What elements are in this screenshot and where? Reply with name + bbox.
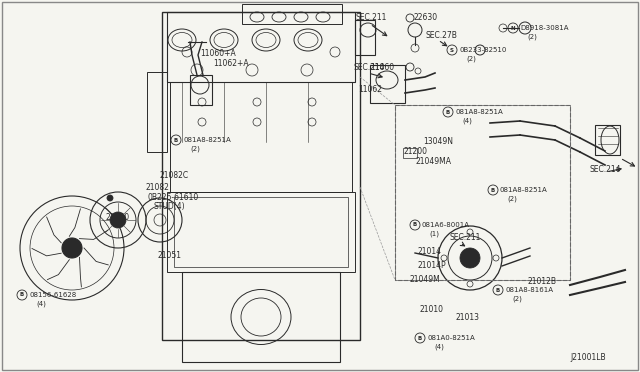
Text: 21014P: 21014P: [418, 260, 447, 269]
Text: 081A6-8001A: 081A6-8001A: [422, 222, 470, 228]
Text: SEC.214: SEC.214: [590, 166, 621, 174]
Bar: [190, 75, 212, 105]
Text: (2): (2): [507, 196, 517, 202]
Text: 0B233-82510: 0B233-82510: [459, 47, 506, 53]
Text: D8918-3081A: D8918-3081A: [520, 25, 568, 31]
Circle shape: [460, 248, 480, 268]
Text: B: B: [446, 109, 450, 115]
Text: 11060+A: 11060+A: [200, 48, 236, 58]
Text: 21049MA: 21049MA: [416, 157, 452, 167]
Bar: [182, 272, 340, 362]
Text: SEC.27B: SEC.27B: [425, 31, 457, 39]
Text: 11062: 11062: [358, 86, 382, 94]
Text: 13049N: 13049N: [423, 138, 453, 147]
Text: 21082C: 21082C: [160, 170, 189, 180]
Text: 21200: 21200: [404, 148, 428, 157]
Text: 22630: 22630: [413, 13, 437, 22]
Circle shape: [107, 195, 113, 201]
Bar: [395, 105, 570, 280]
Text: 08156-61628: 08156-61628: [29, 292, 76, 298]
Text: B: B: [413, 222, 417, 228]
Text: 21051: 21051: [158, 250, 182, 260]
Text: B: B: [496, 288, 500, 292]
Text: 081A8-8251A: 081A8-8251A: [183, 137, 231, 143]
Text: (2): (2): [512, 296, 522, 302]
Bar: [595, 125, 620, 155]
Text: (2): (2): [466, 56, 476, 62]
Text: (1): (1): [429, 231, 439, 237]
Text: (2): (2): [527, 34, 537, 40]
Text: 0B226-61610: 0B226-61610: [148, 192, 199, 202]
Bar: [355, 20, 375, 55]
Text: SEC.211: SEC.211: [450, 234, 481, 243]
Bar: [403, 148, 417, 158]
Text: 081A8-8251A: 081A8-8251A: [500, 187, 548, 193]
Bar: [174, 197, 348, 267]
Text: 081A8-8251A: 081A8-8251A: [455, 109, 503, 115]
Text: 21014: 21014: [418, 247, 442, 257]
Text: B: B: [418, 336, 422, 340]
Circle shape: [110, 212, 126, 228]
Text: 21060: 21060: [106, 214, 130, 222]
Text: (2): (2): [190, 146, 200, 152]
Text: 11060: 11060: [370, 64, 394, 73]
Text: SEC.214: SEC.214: [353, 64, 385, 73]
Text: 21012B: 21012B: [527, 278, 556, 286]
Text: SEC.211: SEC.211: [355, 13, 387, 22]
Text: STUD(4): STUD(4): [154, 202, 186, 212]
Text: J21001LB: J21001LB: [570, 353, 605, 362]
Text: B: B: [174, 138, 178, 142]
Text: 21082: 21082: [146, 183, 170, 192]
Text: B: B: [491, 187, 495, 192]
Text: 21049M: 21049M: [410, 276, 441, 285]
Text: (4): (4): [462, 118, 472, 124]
Text: (4): (4): [434, 344, 444, 350]
Bar: [370, 65, 405, 103]
Text: N: N: [511, 26, 515, 31]
Text: 081A8-8161A: 081A8-8161A: [505, 287, 553, 293]
Text: 21010: 21010: [420, 305, 444, 314]
Bar: [170, 82, 352, 192]
Text: (4): (4): [36, 301, 46, 307]
Bar: [162, 12, 360, 340]
Circle shape: [62, 238, 82, 258]
Text: S: S: [450, 48, 454, 52]
Bar: [167, 192, 355, 272]
Text: 21013: 21013: [455, 314, 479, 323]
Bar: [167, 12, 355, 82]
Text: B: B: [20, 292, 24, 298]
Text: 081A0-8251A: 081A0-8251A: [427, 335, 475, 341]
Text: 11062+A: 11062+A: [213, 60, 248, 68]
Bar: [147, 72, 167, 152]
Bar: [395, 105, 570, 280]
Bar: [242, 4, 342, 24]
